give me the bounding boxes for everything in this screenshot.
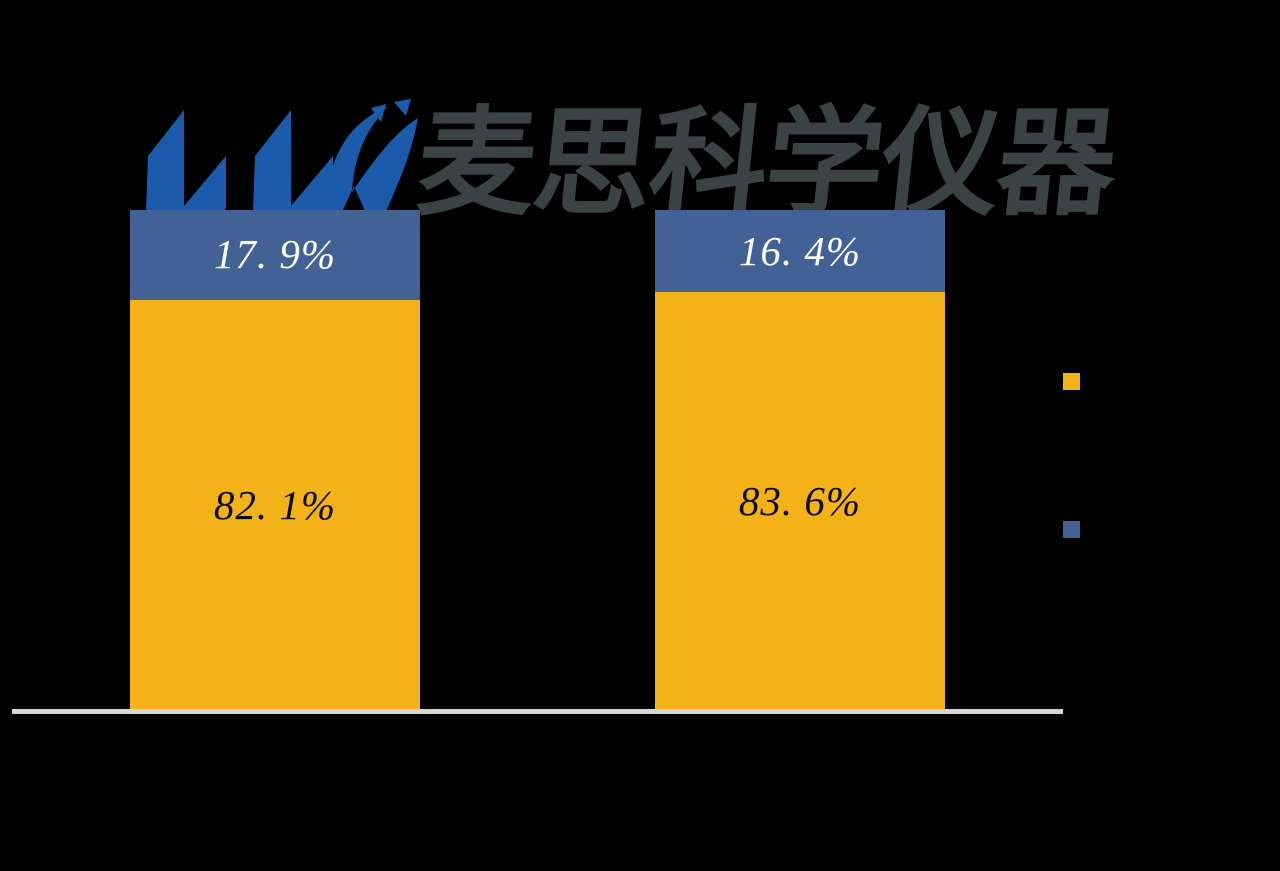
bar-label-bottom-1: 83. 6%: [738, 478, 862, 525]
bar-label-bottom-0: 82. 1%: [213, 481, 337, 528]
legend-item-0[interactable]: [1063, 373, 1090, 390]
legend-item-1[interactable]: [1063, 521, 1090, 538]
bar-stack-0[interactable]: 17. 9% 82. 1%: [130, 210, 420, 711]
legend-swatch-blue: [1063, 521, 1080, 538]
bar-label-top-0: 17. 9%: [213, 231, 337, 278]
bar-segment-bottom-1[interactable]: 83. 6%: [655, 292, 945, 711]
bar-label-top-1: 16. 4%: [738, 227, 862, 274]
bar-segment-bottom-0[interactable]: 82. 1%: [130, 299, 420, 711]
bar-segment-top-1[interactable]: 16. 4%: [655, 210, 945, 293]
x-axis-line: [12, 709, 1063, 714]
bar-segment-top-0[interactable]: 17. 9%: [130, 210, 420, 300]
bar-stack-1[interactable]: 16. 4% 83. 6%: [655, 210, 945, 711]
legend-swatch-yellow: [1063, 373, 1080, 390]
